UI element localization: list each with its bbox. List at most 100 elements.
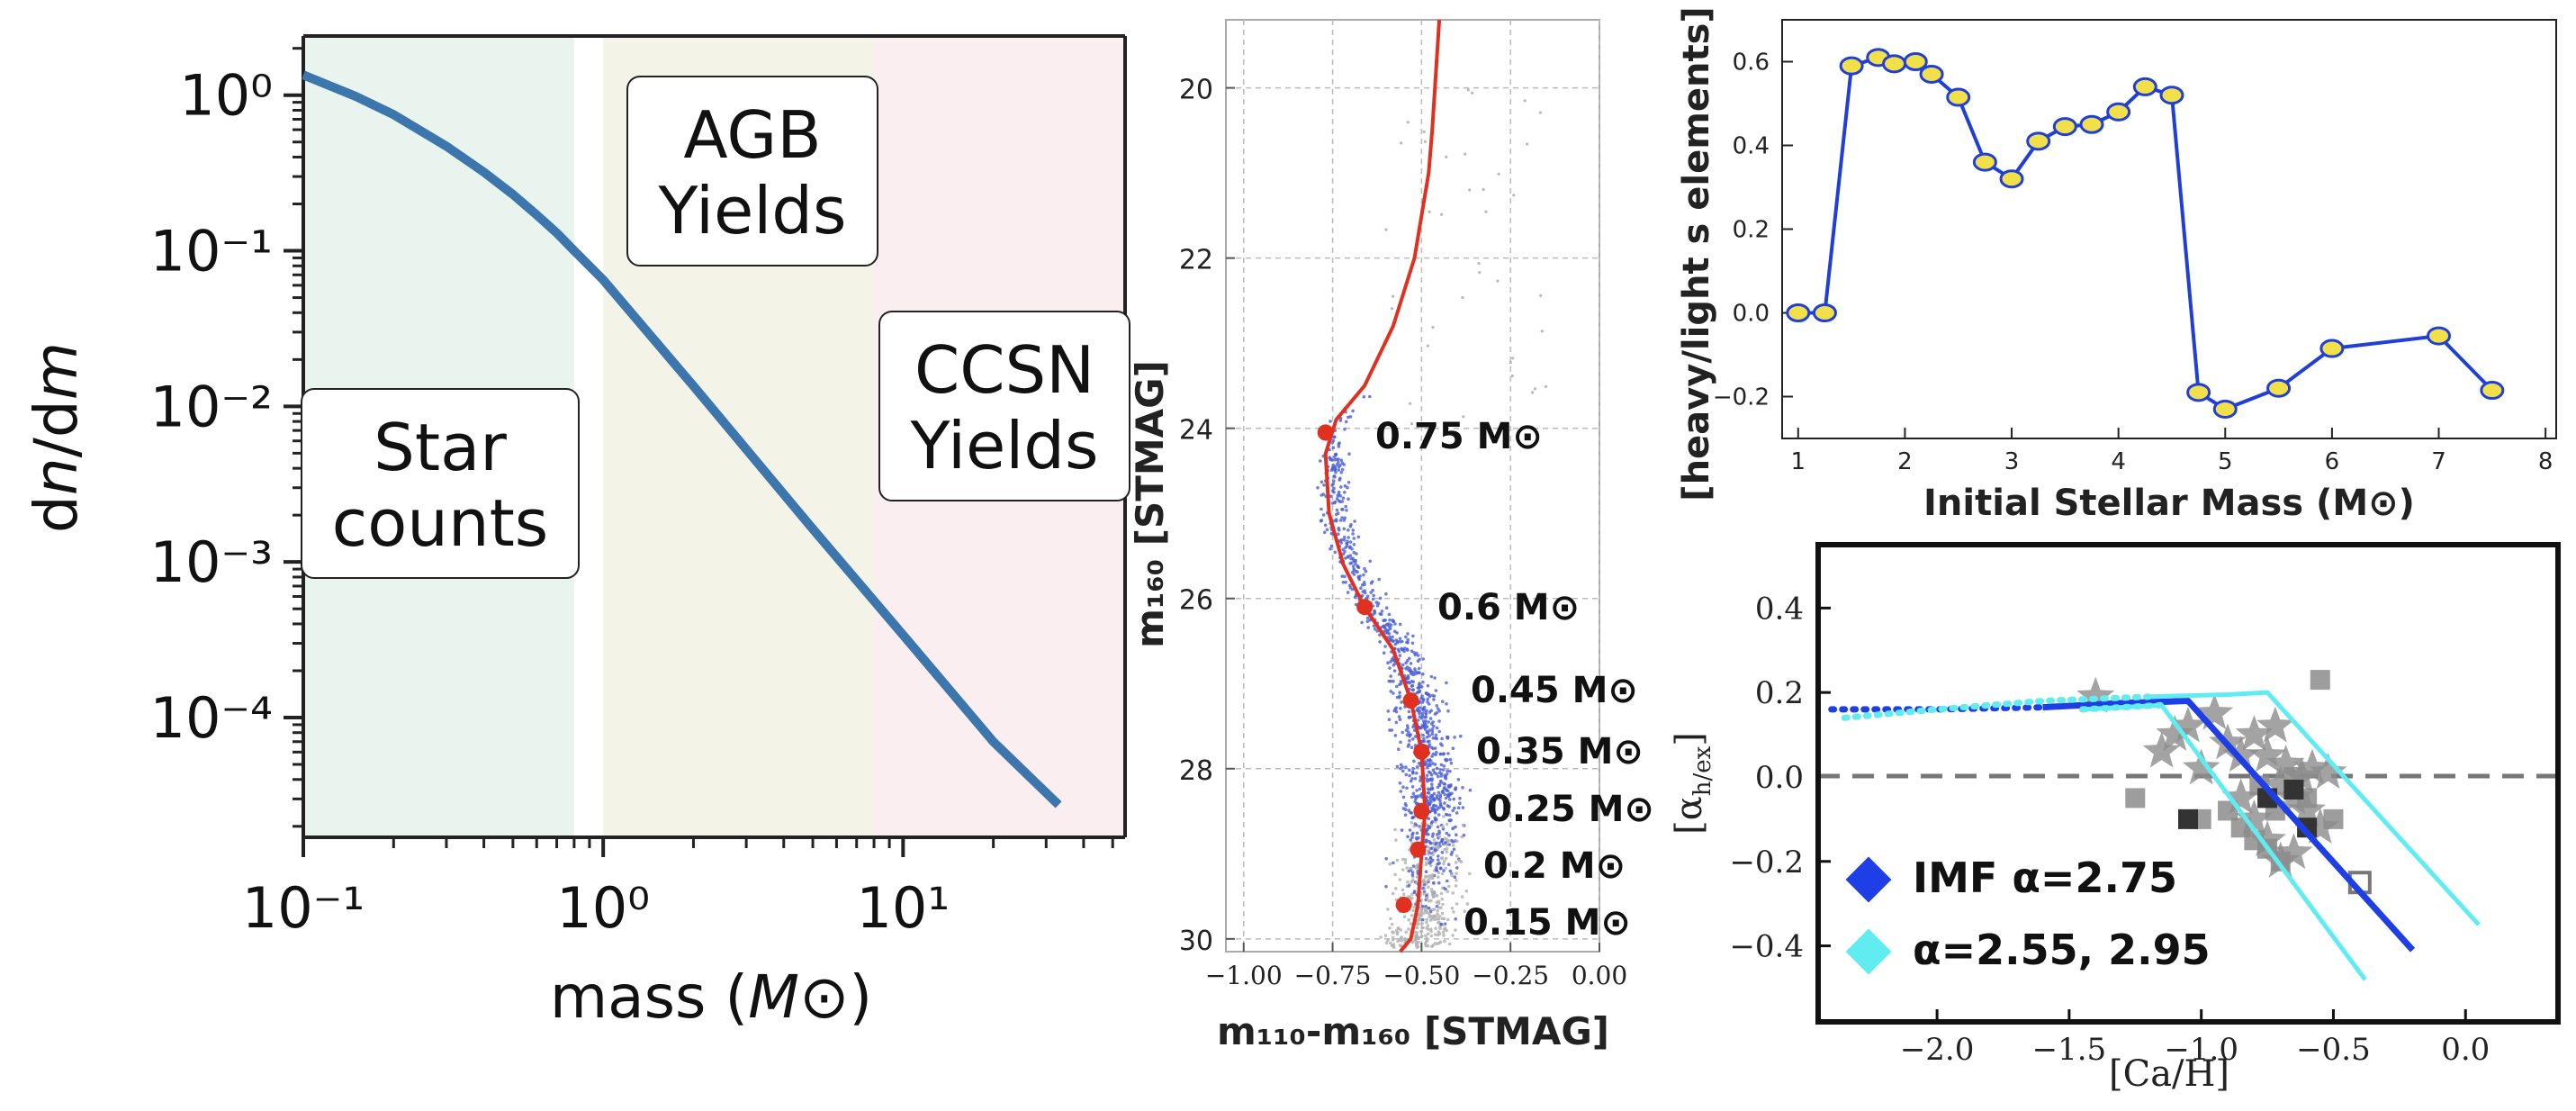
imf-curve bbox=[302, 70, 1062, 808]
alpha-ca-xtick-label: −1.5 bbox=[2032, 1032, 2107, 1068]
cmd-star-blue bbox=[1406, 637, 1410, 642]
cmd-star-blue bbox=[1352, 537, 1356, 540]
cmd-star-grey bbox=[1411, 940, 1415, 944]
cmd-star-blue bbox=[1401, 639, 1404, 644]
cmd-star-grey bbox=[1464, 890, 1469, 893]
heavy-light-marker bbox=[1919, 64, 1944, 84]
cmd-star-blue bbox=[1454, 825, 1457, 829]
cmd-star-blue bbox=[1332, 490, 1336, 494]
alpha-ca-star bbox=[2221, 778, 2260, 815]
cmd-star-blue bbox=[1406, 648, 1410, 652]
cmd-star-blue bbox=[1461, 806, 1465, 809]
cmd-star-blue bbox=[1392, 629, 1397, 634]
cmd-star-grey bbox=[1481, 423, 1484, 427]
cmd-star-blue bbox=[1437, 729, 1441, 734]
cmd-ytick-label: 20 bbox=[1179, 75, 1213, 106]
cmd-star-grey bbox=[1460, 895, 1464, 899]
cmd-mass-point bbox=[1410, 841, 1427, 858]
cmd-mass-label: 0.45 M⊙ bbox=[1471, 670, 1638, 711]
cmd-star-blue bbox=[1451, 808, 1455, 813]
cmd-star-grey bbox=[1425, 917, 1428, 922]
cmd-star-blue bbox=[1406, 676, 1410, 680]
cmd-star-blue bbox=[1356, 576, 1361, 580]
cmd-star-blue bbox=[1329, 420, 1332, 423]
cmd-star-blue bbox=[1391, 635, 1394, 639]
cmd-star-grey bbox=[1441, 930, 1446, 935]
cmd-mass-label: 0.25 M⊙ bbox=[1487, 789, 1654, 830]
heavy-light-marker bbox=[1903, 52, 1928, 71]
alpha-ca-legend-marker bbox=[1845, 856, 1892, 903]
cmd-star-blue bbox=[1441, 790, 1445, 794]
cmd-star-grey bbox=[1444, 856, 1448, 861]
cmd-star-blue bbox=[1432, 724, 1436, 728]
cmd-star-blue bbox=[1364, 569, 1368, 574]
alpha-ca-square bbox=[2323, 808, 2344, 829]
cmd-star-blue bbox=[1444, 796, 1448, 800]
cmd-star-blue bbox=[1433, 676, 1437, 680]
cmd-star-grey bbox=[1419, 935, 1424, 939]
cmd-star-blue bbox=[1412, 651, 1416, 655]
cmd-star-blue bbox=[1407, 869, 1410, 873]
cmd-star-blue bbox=[1382, 651, 1386, 655]
alpha-ca-ytick-label: 0.4 bbox=[1755, 591, 1804, 627]
cmd-star-blue bbox=[1437, 719, 1441, 723]
cmd-star-grey bbox=[1439, 891, 1444, 896]
cmd-star-grey bbox=[1426, 932, 1430, 935]
region-label-3: CCSN Yields bbox=[910, 332, 1099, 483]
cmd-star-blue bbox=[1403, 813, 1408, 817]
cmd-star-blue bbox=[1446, 752, 1450, 755]
cmd-star-blue bbox=[1411, 772, 1415, 775]
cmd-star-blue bbox=[1422, 736, 1426, 741]
cmd-star-grey bbox=[1442, 815, 1446, 818]
cmd-star-blue bbox=[1406, 632, 1410, 636]
cmd-star-blue bbox=[1440, 736, 1444, 741]
region-label-box-2 bbox=[626, 76, 878, 266]
heavy-light-marker bbox=[2026, 131, 2051, 151]
cmd-star-grey bbox=[1426, 944, 1430, 948]
cmd-star-blue bbox=[1410, 777, 1414, 781]
cmd-star-blue bbox=[1426, 827, 1429, 832]
cmd-star-grey bbox=[1401, 888, 1405, 892]
cmd-star-blue bbox=[1435, 704, 1439, 708]
cmd-star-grey bbox=[1455, 902, 1459, 906]
cmd-star-blue bbox=[1425, 780, 1429, 783]
cmd-star-blue bbox=[1424, 904, 1428, 908]
cmd-star-blue bbox=[1338, 464, 1342, 467]
cmd-star-blue bbox=[1426, 697, 1429, 701]
cmd-star-blue bbox=[1426, 683, 1430, 688]
alpha-ca-panel: −2.0 −1.5 −1.0 −0.5 0.0 −0.4 −0.2 0.0 0.2 0.4 IMF… bbox=[1669, 542, 2561, 1095]
cmd-star-blue bbox=[1424, 722, 1428, 727]
cmd-star-blue bbox=[1393, 708, 1397, 711]
cmd-star-grey bbox=[1457, 859, 1462, 863]
cmd-star-blue bbox=[1387, 612, 1392, 617]
cmd-star-blue bbox=[1418, 787, 1422, 791]
alpha-ca-star bbox=[2266, 744, 2305, 781]
cmd-star-blue bbox=[1404, 661, 1408, 664]
cmd-star-blue bbox=[1438, 779, 1443, 783]
cmd-star-blue bbox=[1434, 867, 1438, 872]
alpha-ca-square bbox=[2310, 670, 2330, 691]
cmd-star-grey bbox=[1410, 914, 1414, 917]
cmd-star-grey bbox=[1410, 422, 1414, 426]
cmd-star-blue bbox=[1405, 640, 1409, 645]
cmd-star-blue bbox=[1435, 750, 1438, 754]
cmd-star-blue bbox=[1329, 531, 1334, 536]
cmd-star-blue bbox=[1422, 739, 1427, 744]
cmd-star-blue bbox=[1449, 818, 1453, 822]
cmd-star-blue bbox=[1410, 680, 1414, 683]
cmd-star-blue bbox=[1343, 484, 1347, 488]
cmd-star-grey bbox=[1433, 917, 1437, 922]
cmd-star-blue bbox=[1336, 494, 1340, 498]
cmd-star-blue bbox=[1429, 674, 1434, 679]
alpha-ca-star bbox=[2309, 753, 2347, 790]
heavy-light-marker bbox=[2319, 339, 2345, 358]
cmd-star-blue bbox=[1424, 856, 1428, 861]
cmd-star-blue bbox=[1446, 709, 1450, 713]
heavy-light-marker bbox=[1812, 303, 1837, 322]
cmd-star-grey bbox=[1437, 921, 1440, 925]
cmd-star-blue bbox=[1435, 710, 1438, 715]
heavy-light-marker bbox=[2480, 381, 2505, 401]
cmd-star-grey bbox=[1426, 927, 1430, 931]
cmd-star-grey bbox=[1390, 307, 1394, 311]
cmd-star-blue bbox=[1352, 573, 1356, 576]
